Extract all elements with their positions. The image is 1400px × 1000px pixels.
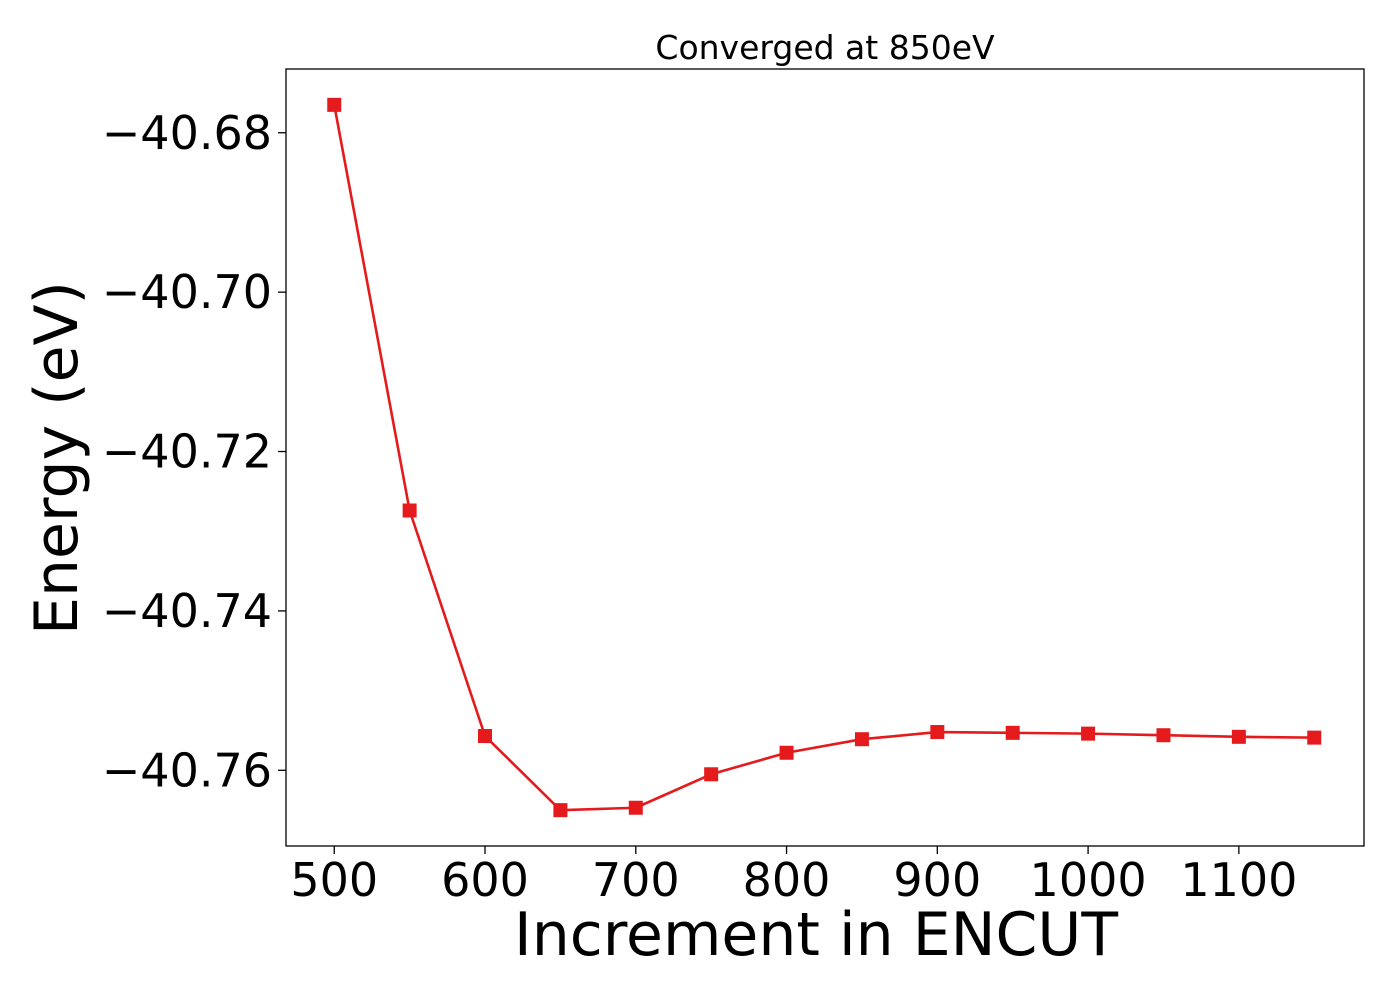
x-tick-label: 600 [441, 853, 529, 907]
data-point-marker [478, 729, 493, 744]
data-point-marker [1156, 728, 1171, 743]
y-tick-label: −40.76 [102, 743, 272, 797]
y-axis-label: Energy (eV) [22, 281, 92, 635]
x-tick-label: 500 [290, 853, 378, 907]
chart-title: Converged at 850eV [655, 28, 995, 67]
data-point-marker [1005, 725, 1020, 740]
data-point-marker [402, 503, 417, 518]
plot-frame [285, 68, 1365, 847]
data-point-marker [327, 97, 342, 112]
x-axis-label: Increment in ENCUT [514, 900, 1118, 970]
data-point-marker [553, 803, 568, 818]
x-tick-label: 900 [893, 853, 981, 907]
data-point-marker [1307, 730, 1322, 745]
data-point-marker [779, 745, 794, 760]
data-point-marker [854, 732, 869, 747]
data-point-marker [628, 800, 643, 815]
y-tick-label: −40.68 [102, 106, 272, 160]
x-tick-label: 1100 [1180, 853, 1297, 907]
y-tick-label: −40.72 [102, 425, 272, 479]
x-tick-label: 700 [592, 853, 680, 907]
data-point-marker [1081, 726, 1096, 741]
x-tick-label: 800 [743, 853, 831, 907]
data-point-marker [1231, 729, 1246, 744]
x-tick-label: 1000 [1030, 853, 1147, 907]
x-axis: 500 600 700 800 900 1000 1100 [290, 846, 1297, 907]
series-layer [327, 97, 1322, 818]
y-tick-label: −40.74 [102, 584, 272, 638]
data-point-marker [704, 767, 719, 782]
series-line [332, 104, 1315, 812]
data-point-marker [930, 725, 945, 740]
y-tick-label: −40.70 [102, 265, 272, 319]
y-axis: −40.68 −40.70 −40.72 −40.74 −40.76 [102, 106, 286, 797]
